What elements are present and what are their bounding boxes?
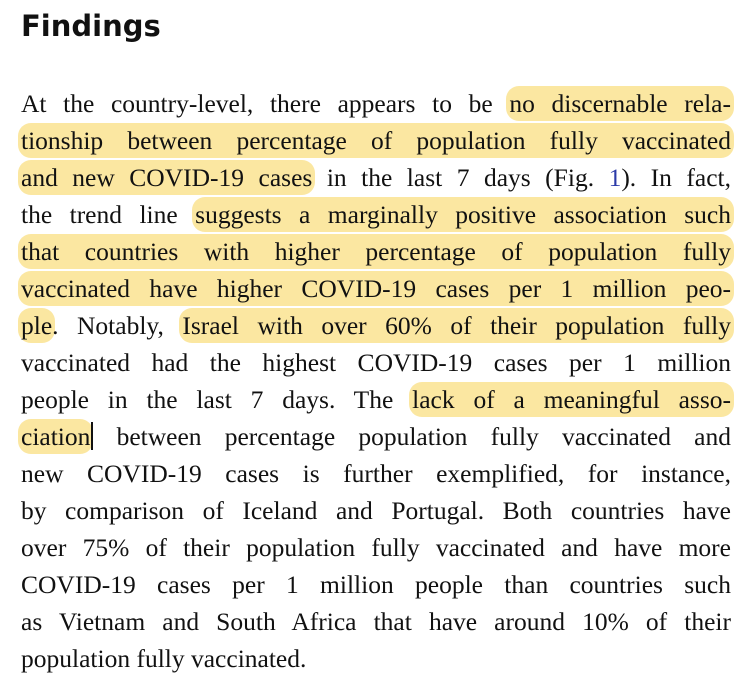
text-line: vaccinated have higher COVID-19 cases pe… [18, 270, 734, 307]
section-heading: Findings [21, 9, 161, 43]
text-line: tionship between percentage of populatio… [18, 122, 734, 159]
text-line: over 75% of their population fully vacci… [21, 529, 731, 566]
highlighted-text[interactable]: lack of a meaningful asso- [409, 382, 734, 417]
body-text: the trend line [21, 200, 196, 229]
highlighted-text[interactable]: Israel with over 60% of their population… [179, 308, 735, 343]
highlighted-text[interactable]: ple [18, 308, 56, 343]
text-line: as Vietnam and South Africa that have ar… [21, 603, 731, 640]
highlighted-text[interactable]: ciation [18, 419, 94, 454]
body-text: At the country-level, there appears to b… [21, 89, 510, 118]
text-line: ciation between percentage population fu… [18, 418, 731, 455]
text-line: vaccinated had the highest COVID-19 case… [21, 344, 731, 381]
highlighted-text[interactable]: vaccinated have higher COVID-19 cases pe… [18, 271, 734, 306]
body-text: COVID-19 cases per 1 million people than… [21, 570, 731, 599]
highlighted-text[interactable]: and new COVID-19 cases [18, 160, 316, 195]
text-line: the trend line suggests a marginally pos… [21, 196, 734, 233]
highlighted-text[interactable]: that countries with higher percentage of… [18, 234, 734, 269]
text-cursor [91, 422, 94, 450]
body-text: in the last 7 days (Fig. [312, 163, 609, 192]
text-line: ple. Notably, Israel with over 60% of th… [18, 307, 735, 344]
body-text: by comparison of Iceland and Portugal. B… [21, 496, 731, 525]
text-line: COVID-19 cases per 1 million people than… [21, 566, 731, 603]
body-text: new COVID-19 cases is further exemplifie… [21, 459, 731, 488]
text-line: population fully vaccinated. [21, 640, 731, 677]
text-line: At the country-level, there appears to b… [21, 85, 734, 122]
text-line: and new COVID-19 cases in the last 7 day… [18, 159, 731, 196]
body-text: between percentage population fully vacc… [93, 422, 731, 451]
body-text: over 75% of their population fully vacci… [21, 533, 731, 562]
text-line: people in the last 7 days. The lack of a… [21, 381, 734, 418]
body-text: . Notably, [52, 311, 183, 340]
highlighted-text[interactable]: no discernable rela- [506, 86, 734, 121]
text-line: new COVID-19 cases is further exemplifie… [21, 455, 731, 492]
body-text: as Vietnam and South Africa that have ar… [21, 607, 731, 636]
findings-paragraph: At the country-level, there appears to b… [18, 85, 735, 677]
highlighted-text[interactable]: tionship between percentage of populatio… [18, 123, 734, 158]
body-text: vaccinated had the highest COVID-19 case… [21, 348, 731, 377]
body-text: ). In fact, [621, 163, 731, 192]
text-line: by comparison of Iceland and Portugal. B… [21, 492, 731, 529]
figure-link[interactable]: 1 [608, 163, 622, 192]
body-text: people in the last 7 days. The [21, 385, 413, 414]
highlighted-text[interactable]: suggests a marginally positive associati… [192, 197, 734, 232]
text-line: that countries with higher percentage of… [18, 233, 734, 270]
body-text: population fully vaccinated. [21, 644, 307, 673]
